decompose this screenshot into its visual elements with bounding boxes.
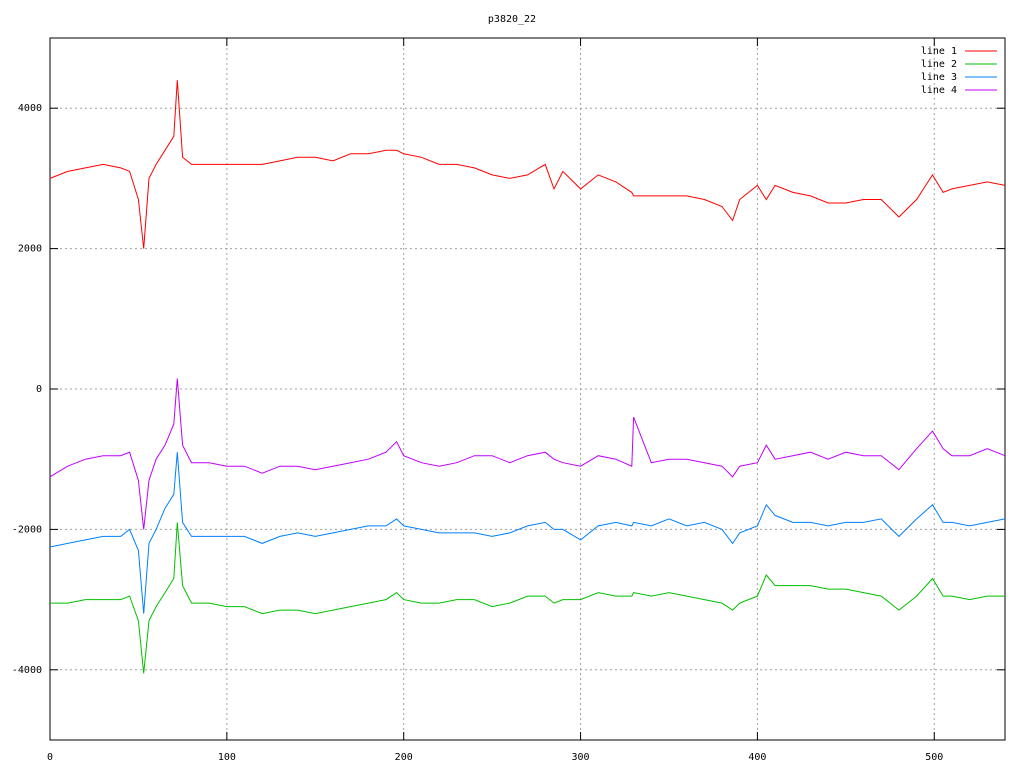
x-tick-label: 300: [572, 752, 590, 763]
data-line: [49, 80, 1006, 249]
data-line: [49, 378, 1006, 530]
legend-label: line 3: [921, 72, 957, 83]
legend-label: line 2: [921, 59, 957, 70]
y-tick-label: 4000: [18, 103, 42, 114]
data-line: [50, 522, 1005, 674]
x-tick-label: 100: [218, 752, 236, 763]
x-tick-label: 500: [925, 752, 943, 763]
legend-label: line 4: [921, 85, 957, 96]
x-tick-label: 400: [748, 752, 766, 763]
y-tick-label: 2000: [18, 244, 42, 255]
legend-label: line 1: [921, 46, 957, 57]
y-tick-label: -4000: [12, 665, 42, 676]
y-tick-label: 0: [36, 384, 42, 395]
plot-frame: [49, 37, 1006, 741]
x-tick-label: 0: [47, 752, 53, 763]
x-tick-label: 200: [395, 752, 413, 763]
chart-title: p3820_22: [488, 14, 536, 25]
data-line: [49, 452, 1006, 614]
y-tick-label: -2000: [12, 524, 42, 535]
